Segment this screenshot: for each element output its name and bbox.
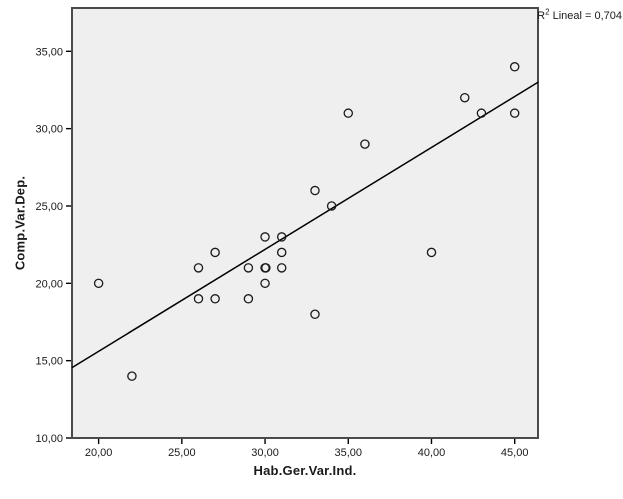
data-point: [426, 247, 437, 258]
data-point: [476, 108, 487, 118]
data-point: [193, 294, 204, 304]
data-point: [276, 263, 287, 273]
data-point: [360, 139, 370, 149]
data-point: [243, 263, 254, 273]
data-point: [460, 92, 470, 103]
fit-line: [71, 81, 539, 369]
data-point: [127, 371, 137, 381]
data-point: [210, 294, 220, 304]
y-tick-label: 10,00: [35, 433, 63, 445]
data-point: [310, 185, 320, 196]
data-point: [326, 201, 337, 211]
y-tick-label: 30,00: [35, 124, 63, 136]
data-point: [509, 108, 520, 118]
y-tick-label: 25,00: [35, 201, 63, 213]
data-point: [260, 278, 270, 289]
r-squared-value: Lineal = 0,704: [549, 10, 622, 22]
x-tick-label: 35,00: [335, 447, 363, 459]
y-tick-label: 20,00: [35, 278, 63, 290]
y-tick-label: 15,00: [35, 356, 63, 368]
x-axis-title: Hab.Ger.Var.Ind.: [253, 463, 357, 478]
plot-area: [71, 7, 539, 439]
data-point: [243, 294, 254, 304]
data-point: [276, 232, 287, 242]
x-tick-label: 45,00: [501, 447, 529, 459]
data-point: [260, 232, 270, 242]
r-squared-annotation: R2 Lineal = 0,704: [537, 7, 622, 22]
data-point: [193, 263, 204, 273]
x-tick-label: 25,00: [168, 447, 196, 459]
y-axis-title: Comp.Var.Dep.: [12, 175, 28, 271]
r-squared-base: R: [537, 10, 546, 22]
x-tick-label: 40,00: [418, 447, 446, 459]
x-tick-label: 20,00: [85, 447, 113, 459]
x-tick-label: 30,00: [251, 447, 279, 459]
data-point: [276, 247, 287, 258]
data-point: [343, 108, 354, 118]
data-point: [261, 263, 271, 273]
y-tick-label: 35,00: [35, 46, 63, 58]
data-point: [210, 247, 220, 258]
data-point: [93, 278, 104, 289]
data-point: [509, 62, 520, 72]
data-point: [310, 309, 320, 320]
r-squared-superscript: 2: [545, 7, 550, 17]
